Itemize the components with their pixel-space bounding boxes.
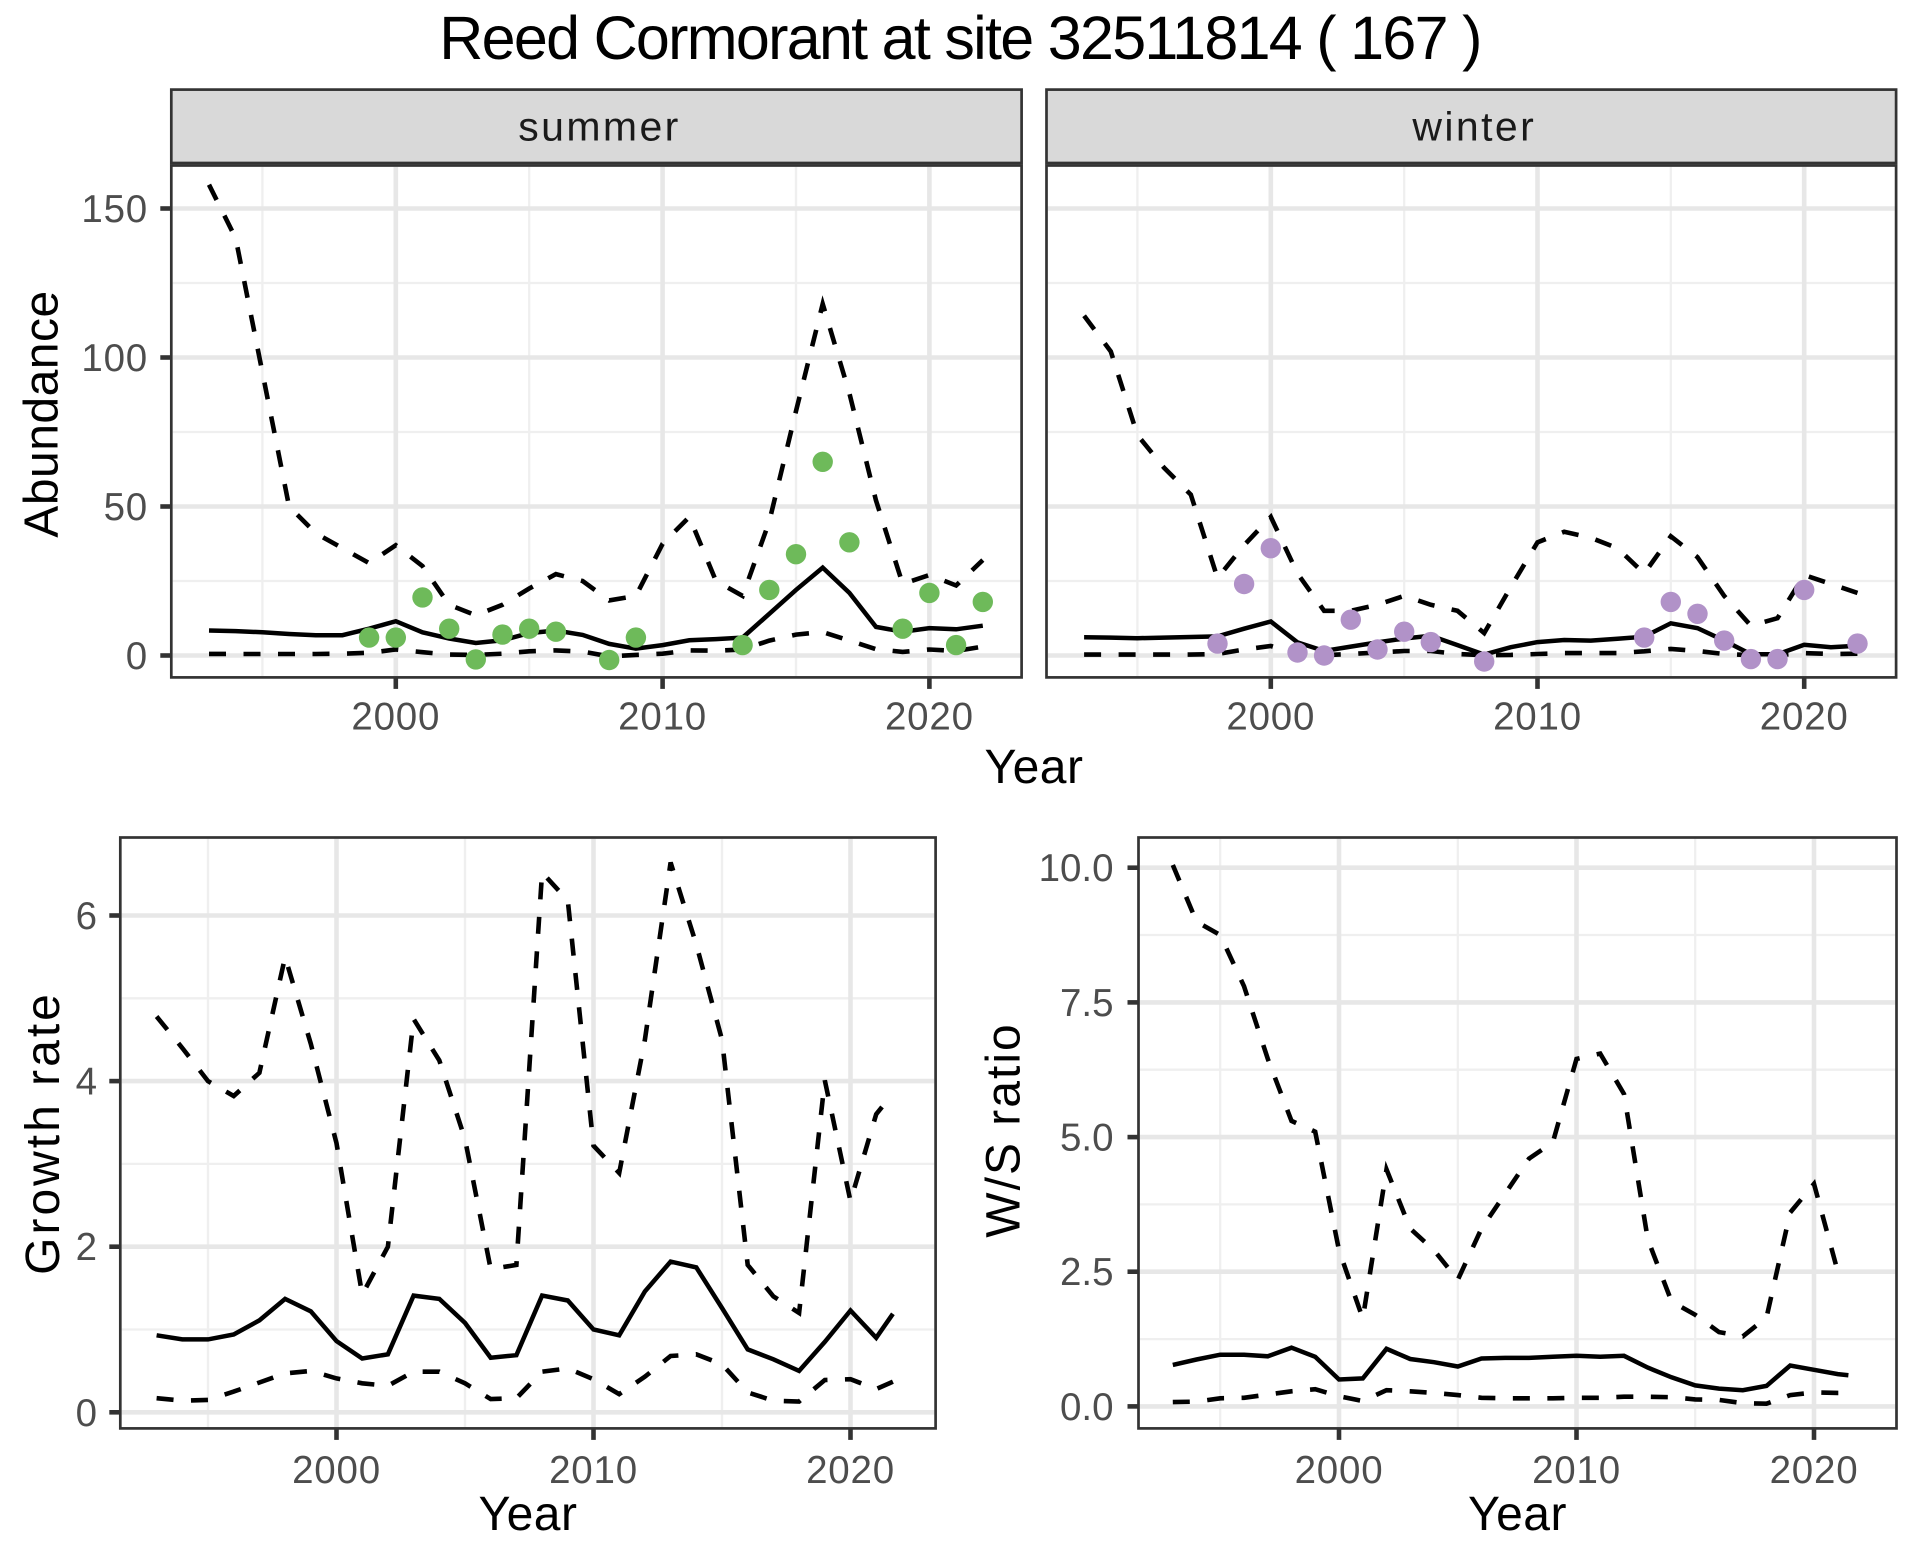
svg-text:winter: winter: [1411, 103, 1536, 149]
svg-text:2020: 2020: [1760, 696, 1849, 739]
svg-text:6: 6: [76, 895, 97, 938]
svg-text:0: 0: [76, 1392, 97, 1435]
svg-text:2020: 2020: [885, 696, 974, 739]
svg-text:2010: 2010: [549, 1449, 638, 1492]
svg-text:Reed Cormorant at site 3251181: Reed Cormorant at site 32511814 ( 167 ): [439, 4, 1480, 72]
svg-text:2000: 2000: [351, 696, 440, 739]
svg-text:7.5: 7.5: [1060, 982, 1114, 1025]
svg-text:2000: 2000: [1295, 1449, 1384, 1492]
svg-text:100: 100: [81, 337, 148, 380]
svg-text:5.0: 5.0: [1060, 1117, 1114, 1160]
svg-text:Year: Year: [479, 1488, 578, 1541]
svg-text:2020: 2020: [1770, 1449, 1859, 1492]
svg-text:W/S ratio: W/S ratio: [978, 1022, 1031, 1237]
svg-text:2020: 2020: [806, 1449, 895, 1492]
svg-text:2010: 2010: [1532, 1449, 1621, 1492]
svg-text:2010: 2010: [618, 696, 707, 739]
svg-text:4: 4: [76, 1061, 97, 1104]
svg-text:Abundance: Abundance: [16, 290, 69, 537]
svg-text:0: 0: [126, 635, 148, 678]
svg-text:2000: 2000: [1226, 696, 1315, 739]
svg-text:Growth rate: Growth rate: [17, 991, 70, 1275]
svg-text:Year: Year: [985, 741, 1084, 794]
svg-text:summer: summer: [518, 103, 680, 149]
svg-text:50: 50: [104, 486, 148, 529]
svg-text:2010: 2010: [1493, 696, 1582, 739]
svg-text:2.5: 2.5: [1060, 1251, 1114, 1294]
svg-text:2000: 2000: [292, 1449, 381, 1492]
svg-text:0.0: 0.0: [1060, 1386, 1114, 1429]
svg-text:150: 150: [81, 188, 148, 231]
svg-text:Year: Year: [1468, 1488, 1567, 1541]
svg-text:10.0: 10.0: [1039, 847, 1114, 890]
svg-text:2: 2: [76, 1226, 97, 1269]
